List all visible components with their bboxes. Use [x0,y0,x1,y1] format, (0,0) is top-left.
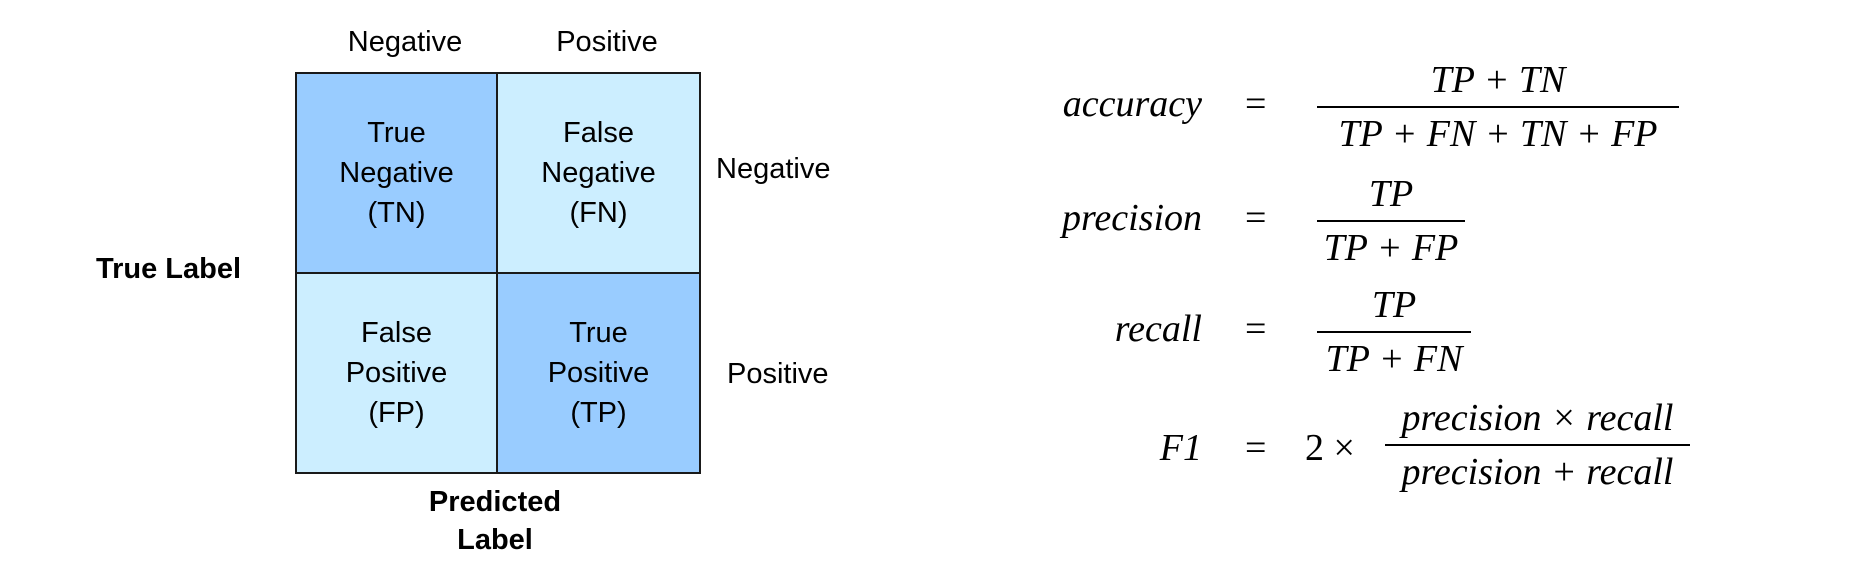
column-axis-title-line2: Label [457,524,533,556]
fraction-bar [1385,444,1690,446]
column-axis-title-line1: Predicted [428,486,562,518]
formula-recall-name: recall [1114,308,1202,350]
formula-accuracy-denominator: TP + FN + TN + FP [1338,113,1658,155]
formula-f1-name: F1 [1159,427,1202,469]
formula-accuracy-fraction: TP + TN TP + FN + TN + FP [1317,58,1679,156]
formula-recall: recall = TP TP + FN [0,283,1862,383]
fraction-bar [1317,106,1679,108]
formula-recall-equals: = [1245,308,1267,350]
fraction-bar [1317,220,1465,222]
formula-accuracy-numerator: TP + TN [1430,59,1566,101]
formula-f1-equals: = [1245,427,1267,469]
formula-f1: F1 = 2 × precision × recall precision + … [0,396,1862,506]
formula-f1-prefix: 2 × [1305,427,1355,469]
cell-fn-line2: Negative [541,157,656,189]
cell-true-positive: True Positive (TP) [498,274,699,472]
cell-false-negative: False Negative (FN) [498,74,699,274]
formula-accuracy: accuracy = TP + TN TP + FN + TN + FP [0,58,1862,158]
cell-true-negative: True Negative (TN) [297,74,498,274]
cell-tn-line1: True [367,117,426,149]
cell-fp-line2: Positive [345,357,448,389]
formula-precision-name: precision [1061,197,1202,239]
formula-precision-fraction: TP TP + FP [1317,172,1465,270]
cell-fp-line1: False [361,317,432,349]
cell-fp-line3: (FP) [368,397,425,429]
formula-precision-denominator: TP + FP [1323,227,1459,269]
formula-accuracy-name: accuracy [1062,83,1202,125]
fraction-bar [1317,331,1471,333]
formula-f1-denominator: precision + recall [1401,451,1674,493]
confusion-matrix: True Negative (TN) False Negative (FN) F… [295,72,701,474]
cell-tp-line2: Positive [547,357,650,389]
formula-f1-numerator: precision × recall [1401,397,1674,439]
cell-tp-line1: True [569,317,628,349]
row-header-negative: Negative [716,153,831,185]
cell-tn-line2: Negative [339,157,454,189]
formula-precision-numerator: TP [1368,173,1414,215]
cell-tp-line3: (TP) [570,397,627,429]
row-axis-title: True Label [96,253,242,285]
column-header-positive: Positive [556,26,658,58]
cell-false-positive: False Positive (FP) [297,274,498,472]
formula-recall-fraction: TP TP + FN [1317,283,1471,381]
row-header-positive: Positive [727,358,829,390]
formula-f1-fraction: precision × recall precision + recall [1385,396,1690,494]
formula-precision: precision = TP TP + FP [0,172,1862,272]
formula-recall-denominator: TP + FN [1325,338,1463,380]
cell-fn-line3: (FN) [569,197,628,229]
column-axis-title: Predicted Label [395,483,595,559]
formula-precision-equals: = [1245,197,1267,239]
cell-tn-line3: (TN) [367,197,426,229]
formula-recall-numerator: TP [1371,284,1417,326]
cell-fn-line1: False [563,117,634,149]
column-header-negative: Negative [347,26,463,58]
formula-accuracy-equals: = [1245,83,1267,125]
